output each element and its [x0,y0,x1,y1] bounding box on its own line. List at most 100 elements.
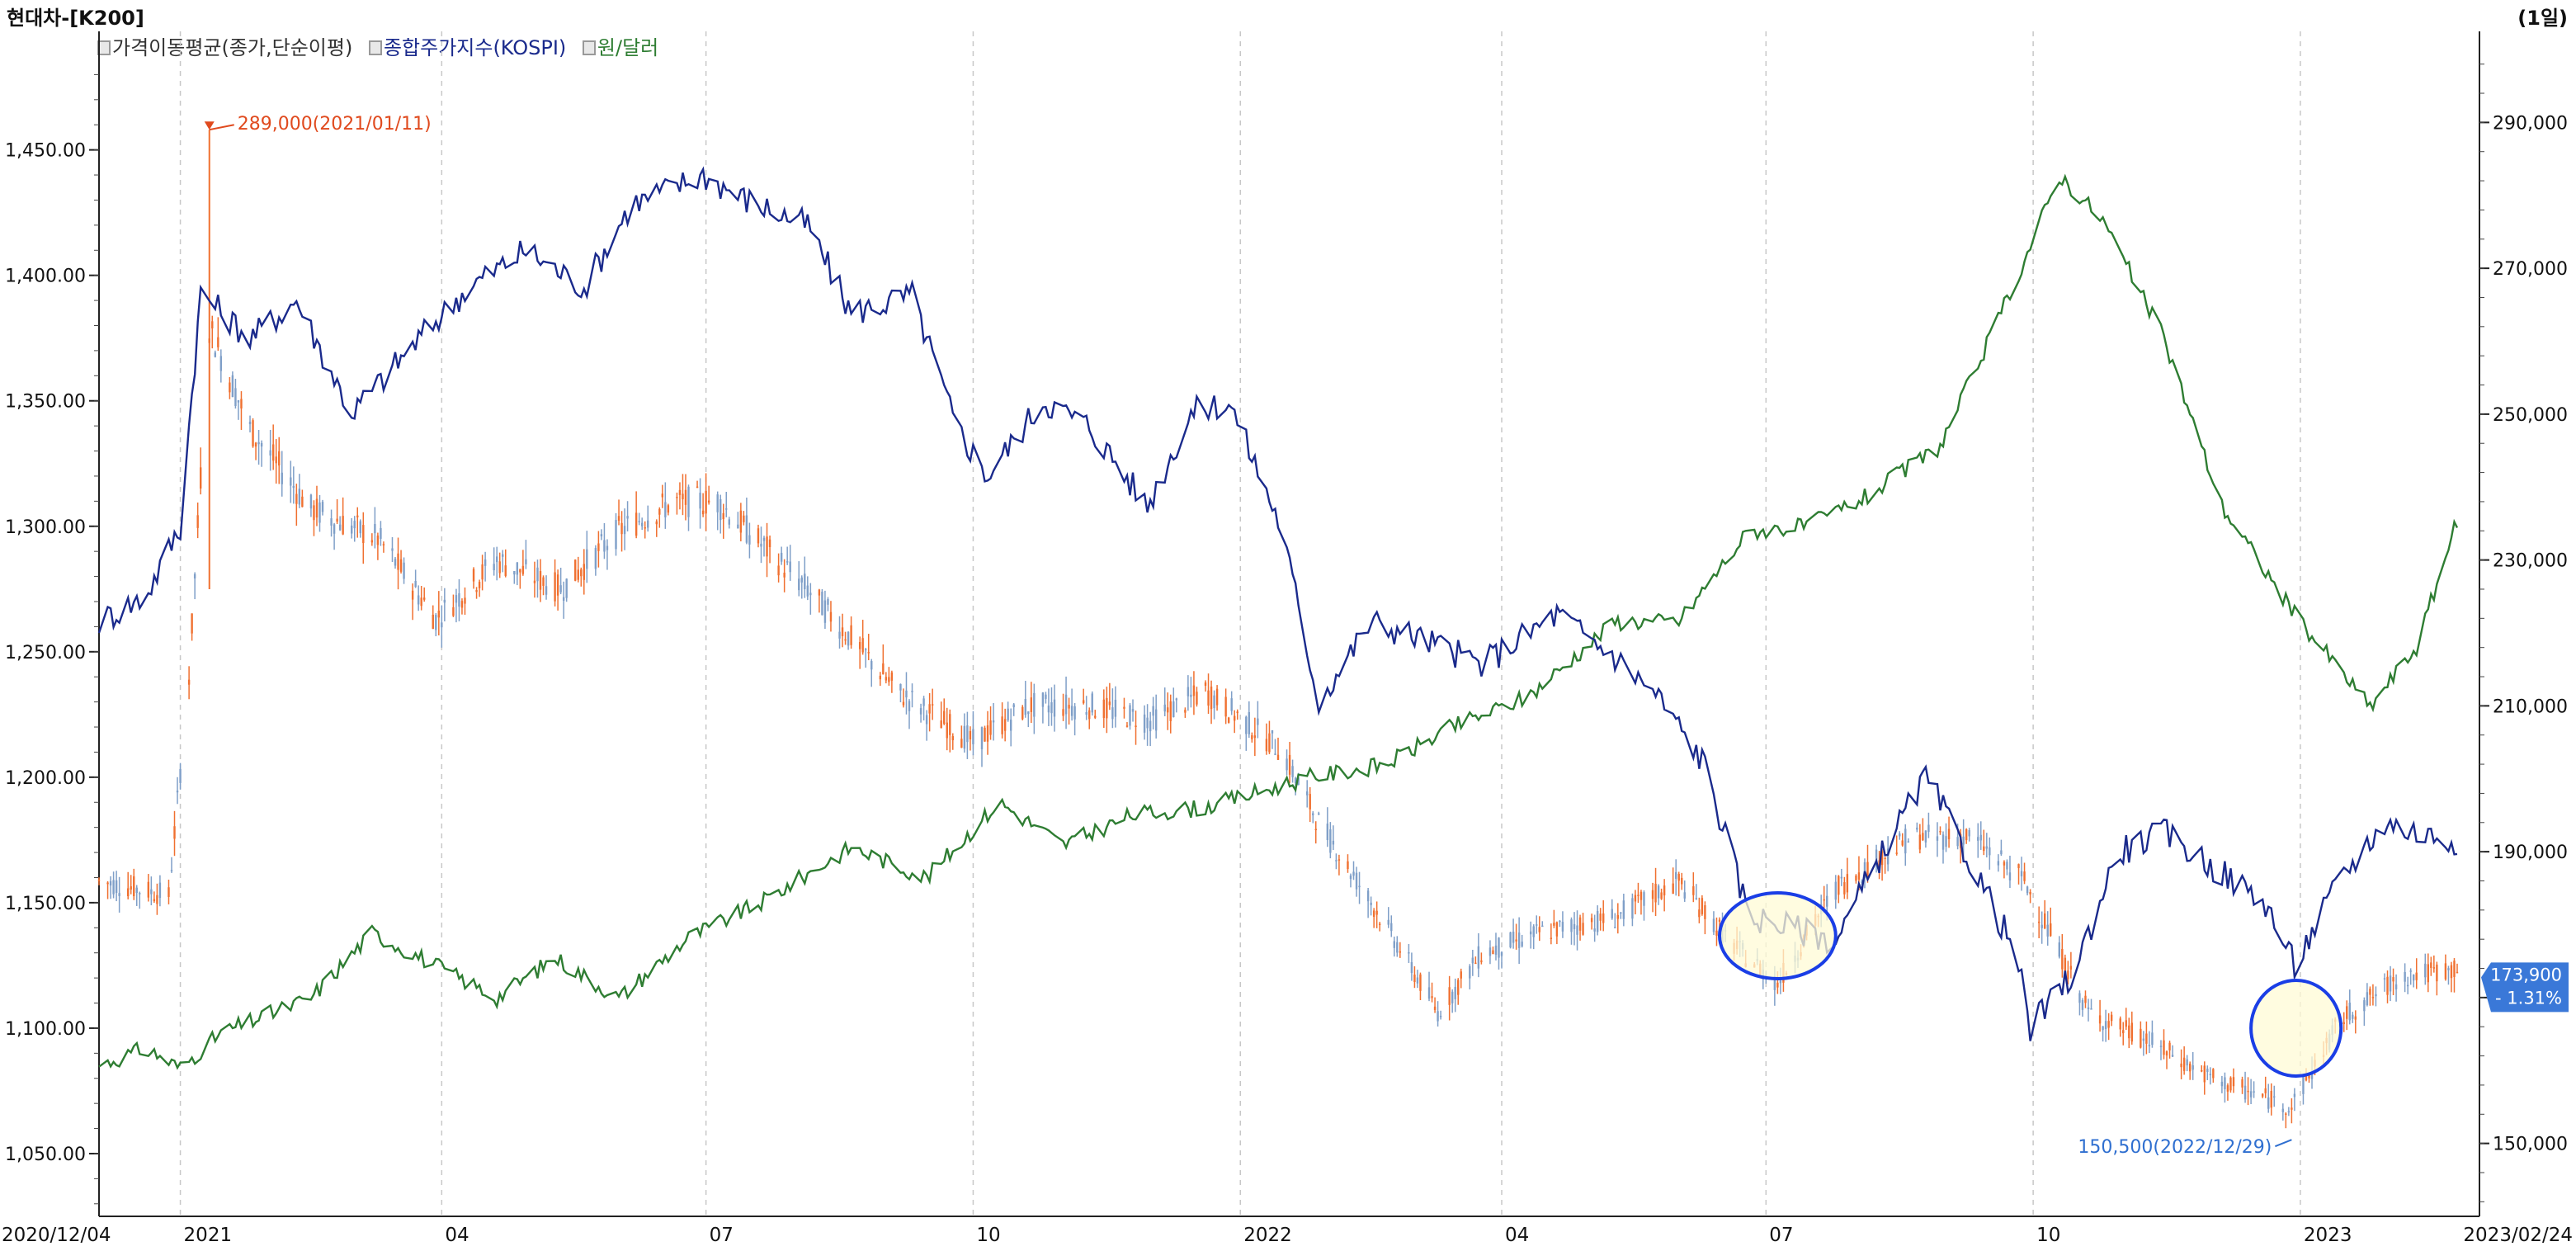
highlight-ellipse [1717,891,1838,980]
candle-body [580,569,583,577]
candle-body [2081,1000,2084,1010]
candle-body [890,672,894,681]
candle-body [586,549,588,569]
candle-body [1634,895,1637,902]
left-tick-label: 1,200.00 [5,768,86,789]
candle-body [472,569,475,582]
candle-body [2041,924,2043,928]
candle-body [179,768,182,783]
candle-body [1907,841,1909,843]
candle-body [2151,1032,2154,1046]
candle-body [1047,705,1050,713]
candle-body [1332,840,1335,845]
candle-body [2261,1093,2264,1097]
candle-body [562,597,565,601]
candle-body [2000,850,2003,855]
candle-body [1840,876,1843,879]
candle-body [661,493,664,498]
candle-body [2291,1107,2293,1110]
candle-body [2413,974,2415,981]
candle-body [1924,830,1927,843]
candle-body [989,720,992,735]
candle-body [1387,919,1389,925]
candle-body [1416,977,1419,984]
candle-body [949,714,951,735]
candle-body [2363,1000,2366,1012]
candle-body [1297,777,1300,786]
candle-body [879,675,882,680]
candle-body [237,400,240,403]
candle-body [2331,1025,2333,1035]
candle-body [748,535,751,545]
candle-body [667,505,670,513]
legend-label-ma: 가격이동평균(종가,단순이평) [112,36,353,59]
candle-body [1477,946,1480,969]
candle-body [2191,1065,2194,1070]
candle-body [2322,1055,2325,1057]
candle-body [1857,872,1861,880]
candle-body [167,887,170,897]
candle-body [2165,1051,2168,1056]
candle-body [1895,852,1898,854]
candle-body [1068,705,1070,709]
candle-body [1399,951,1402,953]
candle-body [1131,709,1135,712]
candle-body [1651,890,1654,899]
left-tick-label: 1,400.00 [5,267,86,287]
candle-body [809,592,812,596]
candle-body [342,516,344,535]
candle-body [1968,830,1970,837]
candle-body [940,720,942,729]
candle-body [2061,948,2064,970]
candle-body [1672,883,1674,895]
candle-body [1108,701,1111,706]
candle-body [1602,913,1605,923]
candle-body [644,527,646,529]
candle-body [951,736,954,741]
candle-body [1593,928,1596,932]
candle-body [1454,986,1456,999]
annotation-high-label: 289,000(2021/01/11) [238,114,432,135]
candle-body [858,642,861,649]
legend-item-kospi[interactable]: 종합주가지수(KOSPI) [368,36,571,59]
candle-body [1085,711,1087,715]
candle-body [850,625,852,645]
candle-body [133,876,135,897]
candle-body [191,613,193,634]
candle-body [1956,837,1959,847]
candle-body [1347,861,1349,870]
candle-body [1396,942,1399,953]
candle-body [1372,910,1375,918]
candle-body [1413,975,1416,983]
candle-body [1712,918,1715,932]
legend-label-kospi: 종합주가지수(KOSPI) [383,36,567,59]
legend-item-ma[interactable]: 가격이동평균(종가,단순이평) [97,36,357,59]
candle-body [1408,951,1410,954]
candle-body [2247,1090,2249,1093]
candle-body [931,704,934,706]
candle-body [2119,1018,2121,1030]
candle-body [271,444,275,461]
candle-body [481,564,484,580]
candle-body [139,893,141,895]
candle-body [2328,1033,2331,1050]
candle-body [2352,1014,2354,1019]
candle-body [1245,716,1248,734]
candle-body [231,375,234,398]
candle-body [2285,1113,2287,1115]
candle-body [1102,699,1106,719]
candle-body [780,552,783,562]
candle-body [1474,962,1477,965]
period-label[interactable]: (1일) [2517,7,2568,30]
candle-body [1683,892,1686,899]
legend-item-fx[interactable]: 원/달러 [582,36,663,59]
candle-body [577,569,579,580]
candle-body [594,548,597,569]
candle-body [684,489,687,505]
right-tick-label: 270,000 [2493,259,2568,280]
candle-body [502,554,504,557]
candle-body [1375,910,1378,915]
candle-body [980,727,984,749]
candle-body [2369,989,2371,995]
